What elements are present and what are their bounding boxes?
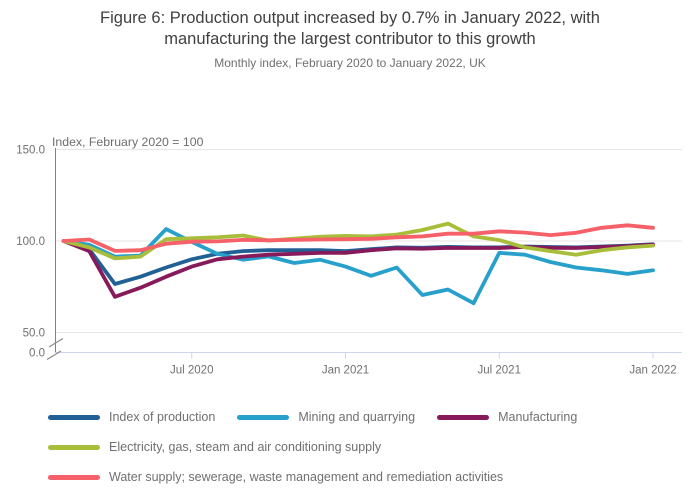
legend-label: Mining and quarrying xyxy=(298,410,416,424)
x-tick-label: Jan 2022 xyxy=(629,365,676,377)
y-tick-label: 100.0 xyxy=(16,236,45,248)
series-line-water-supply-sewerage[interactable] xyxy=(61,223,655,253)
line-chart[interactable]: 150.0 100.0 50.0 0.0 Jul 2020 Jan 2021 Jul 202… xyxy=(0,0,700,400)
series-line-mining-and-quarrying[interactable] xyxy=(61,227,655,306)
legend-label: Electricity, gas, steam and air conditio… xyxy=(109,440,382,454)
legend-label: Manufacturing xyxy=(498,410,578,424)
legend-swatch-water-supply-sewerage xyxy=(48,474,100,480)
series-line-electricity-gas-steam[interactable] xyxy=(61,221,655,261)
legend-swatch-manufacturing xyxy=(437,414,490,420)
legend-item-mining-and-quarrying[interactable]: Mining and quarrying xyxy=(237,408,415,426)
legend-item-manufacturing[interactable]: Manufacturing xyxy=(437,408,577,426)
legend-label: Water supply; sewerage, waste management… xyxy=(109,470,504,484)
figure-title: Figure 6: Production output increased by… xyxy=(100,9,600,48)
legend-item-index-of-production[interactable]: Index of production xyxy=(48,408,215,426)
y-tick-label: 0.0 xyxy=(29,348,45,360)
legend-swatch-electricity-gas-steam xyxy=(48,444,100,450)
legend-item-water-supply-sewerage[interactable]: Water supply; sewerage, waste management… xyxy=(48,468,503,486)
figure-subtitle: Monthly index, February 2020 to January … xyxy=(214,56,486,70)
legend-label: Index of production xyxy=(109,410,216,424)
legend-swatch-index-of-production xyxy=(48,414,100,420)
x-tick-label: Jan 2021 xyxy=(322,365,369,377)
y-tick-label: 50.0 xyxy=(23,328,45,340)
chart-legend: Index of production Mining and quarrying M… xyxy=(48,408,678,498)
y-tick-label: 150.0 xyxy=(16,145,45,157)
x-tick-label: Jul 2021 xyxy=(478,365,521,377)
axis-break-mark xyxy=(48,337,64,348)
y-axis-title: Index, February 2020 = 100 xyxy=(52,135,204,149)
legend-swatch-mining-and-quarrying xyxy=(237,414,290,420)
legend-item-electricity-gas-steam[interactable]: Electricity, gas, steam and air conditio… xyxy=(48,438,381,456)
x-tick-label: Jul 2020 xyxy=(170,365,213,377)
series-line-manufacturing[interactable] xyxy=(61,239,655,299)
axis-break-mark xyxy=(46,350,62,361)
